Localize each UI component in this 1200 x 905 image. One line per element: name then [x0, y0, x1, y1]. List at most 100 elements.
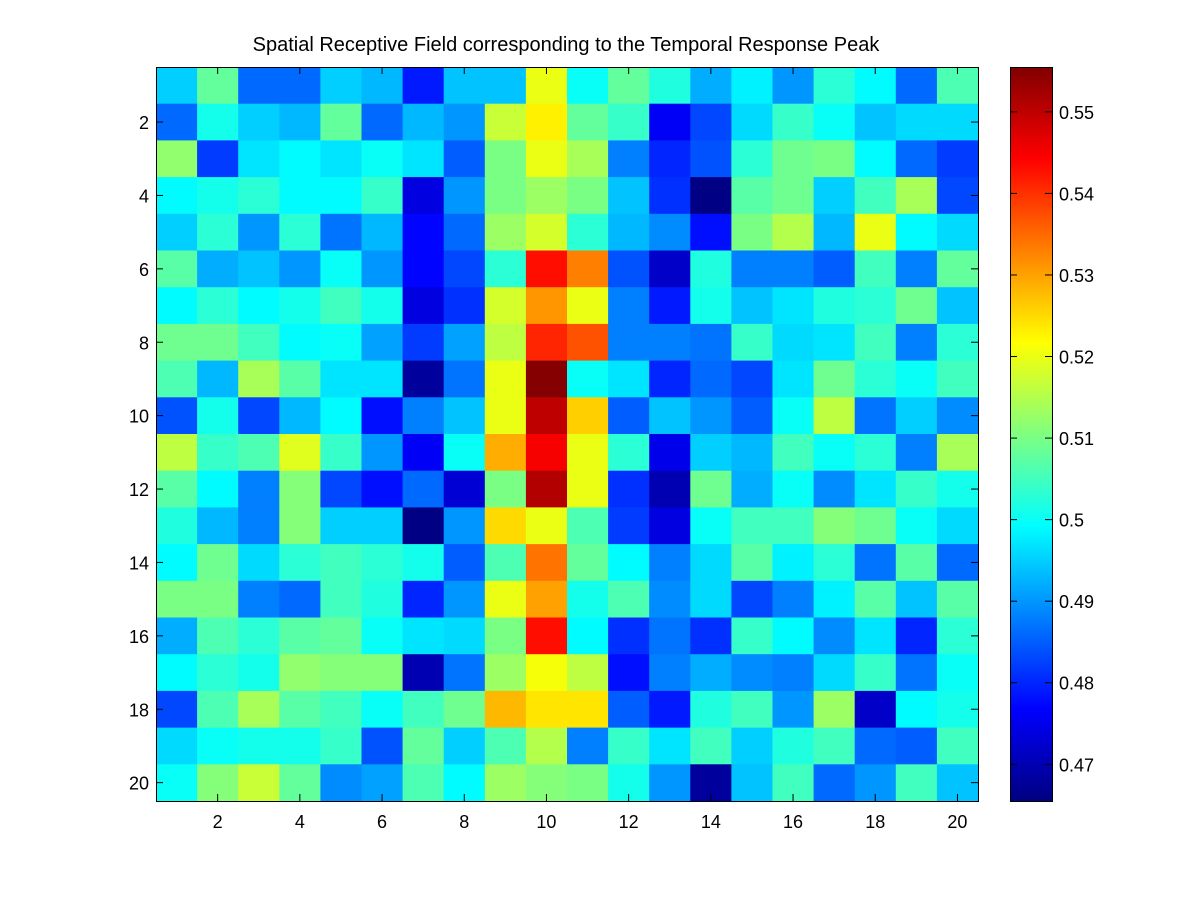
- heatmap-cell: [238, 360, 280, 398]
- heatmap-cell: [731, 213, 774, 252]
- heatmap-cell: [279, 580, 321, 619]
- heatmap-cell: [525, 617, 568, 655]
- heatmap-cell: [772, 580, 815, 619]
- heatmap-cell: [361, 360, 404, 398]
- heatmap-cell: [649, 764, 691, 802]
- heatmap-cell: [525, 103, 568, 141]
- heatmap-cell: [361, 727, 404, 765]
- heatmap-cell: [649, 177, 691, 215]
- heatmap-cell: [525, 140, 568, 178]
- heatmap-cell: [690, 250, 732, 288]
- colorbar-tick-label: 0.54: [1059, 184, 1094, 204]
- heatmap-cell: [320, 250, 363, 288]
- heatmap-cell: [854, 507, 897, 545]
- colorbar: 0.47 0.48 0.49 0.5 0.51 0.52 0.53 0.54 0.55: [1010, 67, 1094, 802]
- heatmap-cell: [649, 67, 691, 105]
- heatmap-cell: [731, 470, 774, 508]
- heatmap-cell: [443, 690, 486, 729]
- heatmap-cell: [567, 580, 609, 619]
- x-tick-label: 20: [947, 812, 967, 832]
- heatmap-cell: [690, 397, 732, 435]
- heatmap-cell: [690, 140, 732, 178]
- heatmap-cell: [443, 617, 486, 655]
- heatmap-cell: [402, 250, 445, 288]
- heatmap-cell: [197, 580, 239, 619]
- heatmap-cell: [156, 580, 198, 619]
- heatmap-cell: [690, 323, 732, 362]
- heatmap-cell: [731, 323, 774, 362]
- heatmap-cell: [320, 177, 363, 215]
- heatmap-cell: [279, 323, 321, 362]
- heatmap-cell: [238, 323, 280, 362]
- heatmap-cell: [854, 544, 897, 582]
- heatmap-cells: [156, 67, 979, 802]
- heatmap-cell: [690, 470, 732, 508]
- heatmap-cell: [813, 177, 856, 215]
- heatmap-cell: [772, 727, 815, 765]
- heatmap-cell: [567, 764, 609, 802]
- heatmap-cell: [895, 617, 938, 655]
- heatmap-cell: [279, 617, 321, 655]
- heatmap-cell: [320, 360, 363, 398]
- heatmap-cell: [567, 617, 609, 655]
- heatmap-cell: [156, 213, 198, 252]
- heatmap-cell: [772, 360, 815, 398]
- heatmap-cell: [197, 140, 239, 178]
- heatmap-cell: [320, 140, 363, 178]
- heatmap-cell: [320, 287, 363, 325]
- heatmap-cell: [854, 250, 897, 288]
- heatmap-cell: [813, 434, 856, 472]
- heatmap-cell: [690, 544, 732, 582]
- heatmap-cell: [608, 323, 650, 362]
- heatmap-cell: [608, 434, 650, 472]
- heatmap-cell: [649, 507, 691, 545]
- heatmap-cell: [443, 580, 486, 619]
- heatmap-cell: [443, 360, 486, 398]
- heatmap-cell: [567, 690, 609, 729]
- heatmap-cell: [608, 690, 650, 729]
- heatmap-cell: [567, 103, 609, 141]
- heatmap-cell: [608, 544, 650, 582]
- heatmap-cell: [813, 654, 856, 692]
- heatmap-cell: [361, 617, 404, 655]
- heatmap-cell: [895, 434, 938, 472]
- y-tick-label: 10: [129, 407, 149, 427]
- heatmap-cell: [320, 507, 363, 545]
- heatmap-cell: [484, 250, 527, 288]
- heatmap-cell: [238, 140, 280, 178]
- heatmap-cell: [813, 580, 856, 619]
- heatmap-cell: [649, 470, 691, 508]
- heatmap-cell: [320, 690, 363, 729]
- heatmap-cell: [936, 580, 979, 619]
- heatmap-cell: [608, 727, 650, 765]
- heatmap-cell: [484, 617, 527, 655]
- heatmap-cell: [525, 580, 568, 619]
- heatmap-cell: [156, 654, 198, 692]
- heatmap-cell: [649, 580, 691, 619]
- colorbar-tick-label: 0.48: [1059, 674, 1094, 694]
- heatmap-cell: [772, 287, 815, 325]
- heatmap-cell: [238, 470, 280, 508]
- heatmap-cell: [649, 287, 691, 325]
- heatmap-cell: [238, 580, 280, 619]
- heatmap-cell: [402, 617, 445, 655]
- y-tick-label: 18: [129, 700, 149, 720]
- heatmap-cell: [484, 360, 527, 398]
- heatmap-cell: [197, 103, 239, 141]
- heatmap-cell: [238, 507, 280, 545]
- heatmap-cell: [690, 287, 732, 325]
- heatmap-cell: [772, 250, 815, 288]
- heatmap-cell: [156, 140, 198, 178]
- heatmap-cell: [936, 360, 979, 398]
- heatmap-cell: [238, 103, 280, 141]
- heatmap-cell: [895, 580, 938, 619]
- heatmap-cell: [895, 764, 938, 802]
- heatmap-cell: [238, 690, 280, 729]
- heatmap-cell: [156, 67, 198, 105]
- x-tick-label: 6: [377, 812, 387, 832]
- heatmap-cell: [567, 397, 609, 435]
- heatmap-cell: [813, 323, 856, 362]
- colorbar-tick-label: 0.53: [1059, 266, 1094, 286]
- heatmap-cell: [484, 764, 527, 802]
